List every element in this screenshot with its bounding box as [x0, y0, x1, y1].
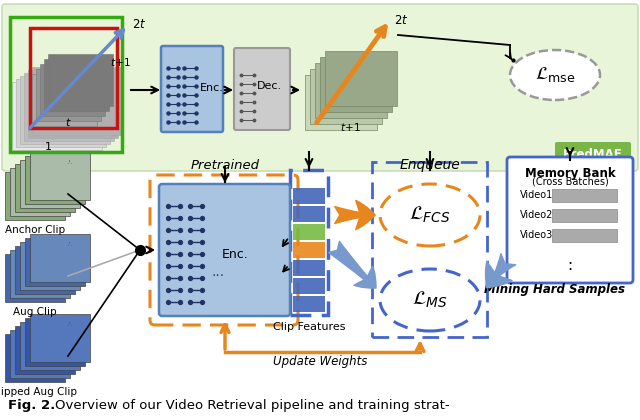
Text: Enqueue: Enqueue — [399, 158, 460, 172]
FancyBboxPatch shape — [293, 188, 325, 204]
FancyBboxPatch shape — [30, 314, 90, 362]
Text: ·'·: ·'· — [67, 159, 74, 168]
FancyBboxPatch shape — [507, 157, 633, 283]
Text: $\mathcal{L}_{\mathrm{mse}}$: $\mathcal{L}_{\mathrm{mse}}$ — [534, 66, 575, 84]
Text: Aug Clip: Aug Clip — [13, 307, 57, 317]
Text: Pretrained: Pretrained — [191, 159, 259, 172]
FancyBboxPatch shape — [15, 246, 75, 294]
FancyBboxPatch shape — [293, 224, 325, 240]
Text: $t\!+\!1$: $t\!+\!1$ — [110, 56, 131, 68]
FancyBboxPatch shape — [32, 74, 97, 126]
FancyBboxPatch shape — [5, 334, 65, 382]
Text: $t\!+\!1$: $t\!+\!1$ — [340, 121, 361, 133]
FancyBboxPatch shape — [5, 172, 65, 220]
Text: Flipped Aug Clip: Flipped Aug Clip — [0, 387, 77, 397]
FancyBboxPatch shape — [20, 242, 80, 290]
FancyBboxPatch shape — [293, 260, 325, 276]
FancyBboxPatch shape — [5, 254, 65, 302]
FancyBboxPatch shape — [552, 229, 617, 242]
FancyBboxPatch shape — [10, 168, 70, 216]
FancyBboxPatch shape — [25, 156, 85, 204]
Text: ...: ... — [211, 265, 225, 279]
FancyBboxPatch shape — [25, 318, 85, 366]
Text: PredMAE: PredMAE — [563, 147, 623, 160]
Text: ·'·: ·'· — [67, 241, 74, 250]
FancyBboxPatch shape — [20, 322, 80, 370]
FancyBboxPatch shape — [552, 189, 617, 202]
FancyBboxPatch shape — [293, 278, 325, 294]
Ellipse shape — [510, 50, 600, 100]
Text: Overview of our Video Retrieval pipeline and training strat-: Overview of our Video Retrieval pipeline… — [55, 399, 450, 412]
FancyBboxPatch shape — [30, 152, 90, 200]
Ellipse shape — [380, 184, 480, 246]
Text: Video3: Video3 — [520, 230, 553, 240]
Text: Dec.: Dec. — [257, 81, 282, 91]
Text: Mining Hard Samples: Mining Hard Samples — [484, 284, 625, 297]
FancyBboxPatch shape — [20, 160, 80, 208]
FancyBboxPatch shape — [310, 69, 382, 124]
Text: Enc.: Enc. — [200, 83, 224, 93]
FancyBboxPatch shape — [10, 330, 70, 378]
FancyBboxPatch shape — [2, 4, 638, 171]
Text: Clip Features: Clip Features — [273, 322, 345, 332]
Text: $t$: $t$ — [65, 116, 71, 128]
FancyBboxPatch shape — [555, 142, 631, 166]
FancyBboxPatch shape — [10, 250, 70, 298]
Text: (Cross Batches): (Cross Batches) — [532, 177, 609, 187]
FancyBboxPatch shape — [293, 242, 325, 258]
Text: ...: ... — [243, 95, 253, 105]
FancyBboxPatch shape — [36, 69, 101, 121]
FancyBboxPatch shape — [32, 67, 122, 135]
FancyBboxPatch shape — [234, 48, 290, 130]
Text: $\mathcal{L}_{FCS}$: $\mathcal{L}_{FCS}$ — [410, 205, 451, 225]
Text: $1$: $1$ — [44, 140, 52, 152]
FancyBboxPatch shape — [159, 184, 290, 316]
Text: $\mathcal{L}_{MS}$: $\mathcal{L}_{MS}$ — [412, 290, 448, 310]
Text: :: : — [568, 257, 573, 273]
FancyBboxPatch shape — [40, 64, 105, 116]
FancyBboxPatch shape — [315, 63, 387, 118]
FancyBboxPatch shape — [20, 76, 110, 144]
FancyBboxPatch shape — [12, 82, 102, 150]
FancyBboxPatch shape — [552, 209, 617, 222]
FancyBboxPatch shape — [16, 79, 106, 147]
Text: ·'·: ·'· — [67, 321, 74, 330]
FancyBboxPatch shape — [293, 206, 325, 222]
Text: Enc.: Enc. — [221, 249, 248, 262]
FancyBboxPatch shape — [48, 54, 113, 106]
Text: Video2: Video2 — [520, 210, 554, 220]
Ellipse shape — [380, 269, 480, 331]
FancyBboxPatch shape — [293, 296, 325, 312]
FancyBboxPatch shape — [25, 238, 85, 286]
Text: ...: ... — [180, 97, 191, 107]
FancyBboxPatch shape — [30, 234, 90, 282]
Text: $2t$: $2t$ — [132, 18, 147, 31]
Text: Video1: Video1 — [520, 190, 553, 200]
Text: Update Weights: Update Weights — [273, 355, 367, 368]
FancyBboxPatch shape — [320, 57, 392, 112]
Text: $2t$: $2t$ — [394, 13, 408, 26]
FancyBboxPatch shape — [44, 59, 109, 111]
FancyBboxPatch shape — [24, 73, 114, 141]
FancyBboxPatch shape — [28, 70, 118, 138]
FancyBboxPatch shape — [161, 46, 223, 132]
FancyBboxPatch shape — [15, 164, 75, 212]
Text: Fig. 2.: Fig. 2. — [8, 399, 55, 412]
Text: Anchor Clip: Anchor Clip — [5, 225, 65, 235]
FancyBboxPatch shape — [305, 75, 377, 130]
FancyBboxPatch shape — [15, 326, 75, 374]
FancyBboxPatch shape — [325, 51, 397, 106]
Text: Memory Bank: Memory Bank — [525, 167, 615, 180]
